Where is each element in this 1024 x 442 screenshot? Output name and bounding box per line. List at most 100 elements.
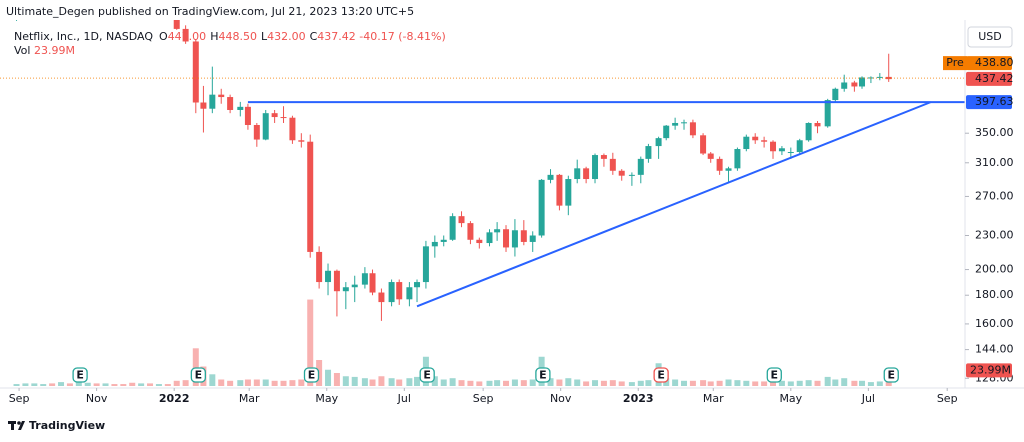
volume-bar [111, 384, 118, 386]
volume-bar [244, 379, 251, 386]
volume-bar [237, 380, 244, 386]
candle-body [796, 140, 803, 153]
x-tick-label: Sep [9, 392, 30, 405]
earnings-label: E [308, 369, 316, 382]
candle-body [369, 273, 376, 293]
brand: TradingView [29, 419, 105, 432]
ohlc-key: H [210, 30, 218, 43]
volume-bar [84, 382, 91, 386]
volume-bar [467, 380, 474, 386]
volume-bar [672, 379, 679, 386]
candle-body [841, 82, 848, 89]
vol-value: 23.99M [34, 44, 75, 57]
y-tick-label: 180.00 [975, 288, 1014, 301]
volume-bar [494, 380, 501, 386]
volume-bar [832, 379, 839, 386]
volume-bar [752, 381, 759, 386]
volume-bar [511, 379, 518, 386]
volume-bar [75, 380, 82, 386]
candle-body [734, 149, 741, 169]
currency-button[interactable] [967, 26, 1013, 48]
volume-bar [289, 380, 296, 386]
volume-bar [173, 380, 180, 386]
candle-body [547, 174, 554, 180]
earnings-label: E [76, 369, 84, 382]
volume-bar [262, 379, 269, 386]
volume-bar [49, 383, 56, 386]
earnings-label: E [423, 369, 431, 382]
volume-bar [725, 379, 732, 386]
earnings-marker [72, 367, 88, 383]
trend-line [416, 101, 932, 308]
candle-body [574, 168, 581, 180]
price-tag [966, 56, 1012, 71]
x-tick-label: Jul [861, 392, 875, 405]
volume-bar [218, 379, 225, 386]
volume-bar [814, 380, 821, 386]
price-tag-name-bg [943, 56, 967, 71]
earnings-marker [419, 367, 435, 383]
volume-bar [307, 299, 314, 386]
volume-bar [592, 380, 599, 386]
x-tick-label: Sep [473, 392, 494, 405]
candle-body [725, 168, 732, 171]
ohlc-value: 437.42 [317, 30, 356, 43]
candle-body [805, 122, 812, 141]
volume-bar [406, 378, 413, 386]
y-tick-label: 270.00 [975, 189, 1014, 202]
volume-bar [414, 376, 421, 386]
volume-bar [618, 381, 625, 386]
earnings-marker [883, 367, 899, 383]
volume-bar [431, 376, 438, 386]
candle-body [486, 232, 493, 244]
candle-body [414, 282, 421, 288]
volume-bar [867, 382, 874, 386]
candle-body [761, 140, 768, 142]
volume-bar [805, 380, 812, 386]
volume-bar [681, 380, 688, 386]
y-tick-label: 230.00 [975, 229, 1014, 242]
y-tick-label: 310.00 [975, 156, 1014, 169]
ohlc-key: C [310, 30, 318, 43]
candle-body [458, 216, 465, 224]
volume-bar [689, 380, 696, 386]
x-tick-label: Nov [550, 392, 572, 405]
candle-body [876, 76, 883, 78]
candle-body [173, 20, 180, 29]
candle-body [565, 179, 572, 206]
change: -40.17 (-8.41%) [359, 30, 445, 43]
volume-bar [520, 380, 527, 386]
volume-bar [449, 378, 456, 386]
candle-body [342, 287, 349, 292]
candle-body [289, 117, 296, 141]
candle-body [609, 158, 616, 171]
volume-bar [192, 348, 199, 386]
earnings-label: E [195, 369, 203, 382]
candle-body [253, 124, 260, 140]
candle-body [325, 270, 332, 283]
volume-bar [824, 376, 831, 386]
candle-body [280, 117, 287, 119]
candle-body [529, 235, 536, 242]
price-tag-label: 437.42 [975, 72, 1014, 85]
volume-bar [876, 381, 883, 386]
volume-bar [761, 381, 768, 386]
volume-bar [787, 381, 794, 386]
volume-bar [138, 383, 145, 386]
volume-bar [859, 380, 866, 386]
volume-bar [58, 382, 65, 386]
volume-bar [851, 380, 858, 386]
candle-body [440, 239, 447, 242]
volume-bar [351, 376, 358, 386]
candle-body [859, 77, 866, 87]
candle-body [503, 229, 510, 248]
volume-bar [637, 380, 644, 386]
volume-bar [13, 384, 20, 386]
candle-body [237, 106, 244, 110]
volume-bar [253, 379, 260, 386]
candle-body [618, 170, 625, 176]
candle-body [707, 153, 714, 159]
ohlc-value: 447.00 [168, 30, 207, 43]
currency[interactable]: USD [978, 30, 1002, 43]
candle-body [743, 136, 750, 150]
